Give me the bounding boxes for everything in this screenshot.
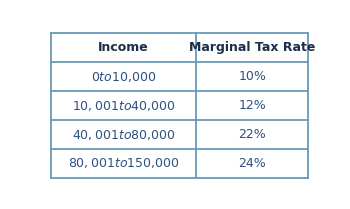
Text: $40,001 to $80,000: $40,001 to $80,000 <box>71 127 175 141</box>
Text: Income: Income <box>98 41 149 54</box>
Text: 22%: 22% <box>238 128 266 141</box>
Text: $10,001 to $40,000: $10,001 to $40,000 <box>71 99 175 112</box>
Text: 12%: 12% <box>238 99 266 112</box>
Text: 10%: 10% <box>238 70 266 83</box>
Text: $0 to $10,000: $0 to $10,000 <box>91 70 156 84</box>
Text: Marginal Tax Rate: Marginal Tax Rate <box>189 41 315 54</box>
Text: $80,001 to $150,000: $80,001 to $150,000 <box>68 157 179 171</box>
Text: 24%: 24% <box>238 157 266 170</box>
